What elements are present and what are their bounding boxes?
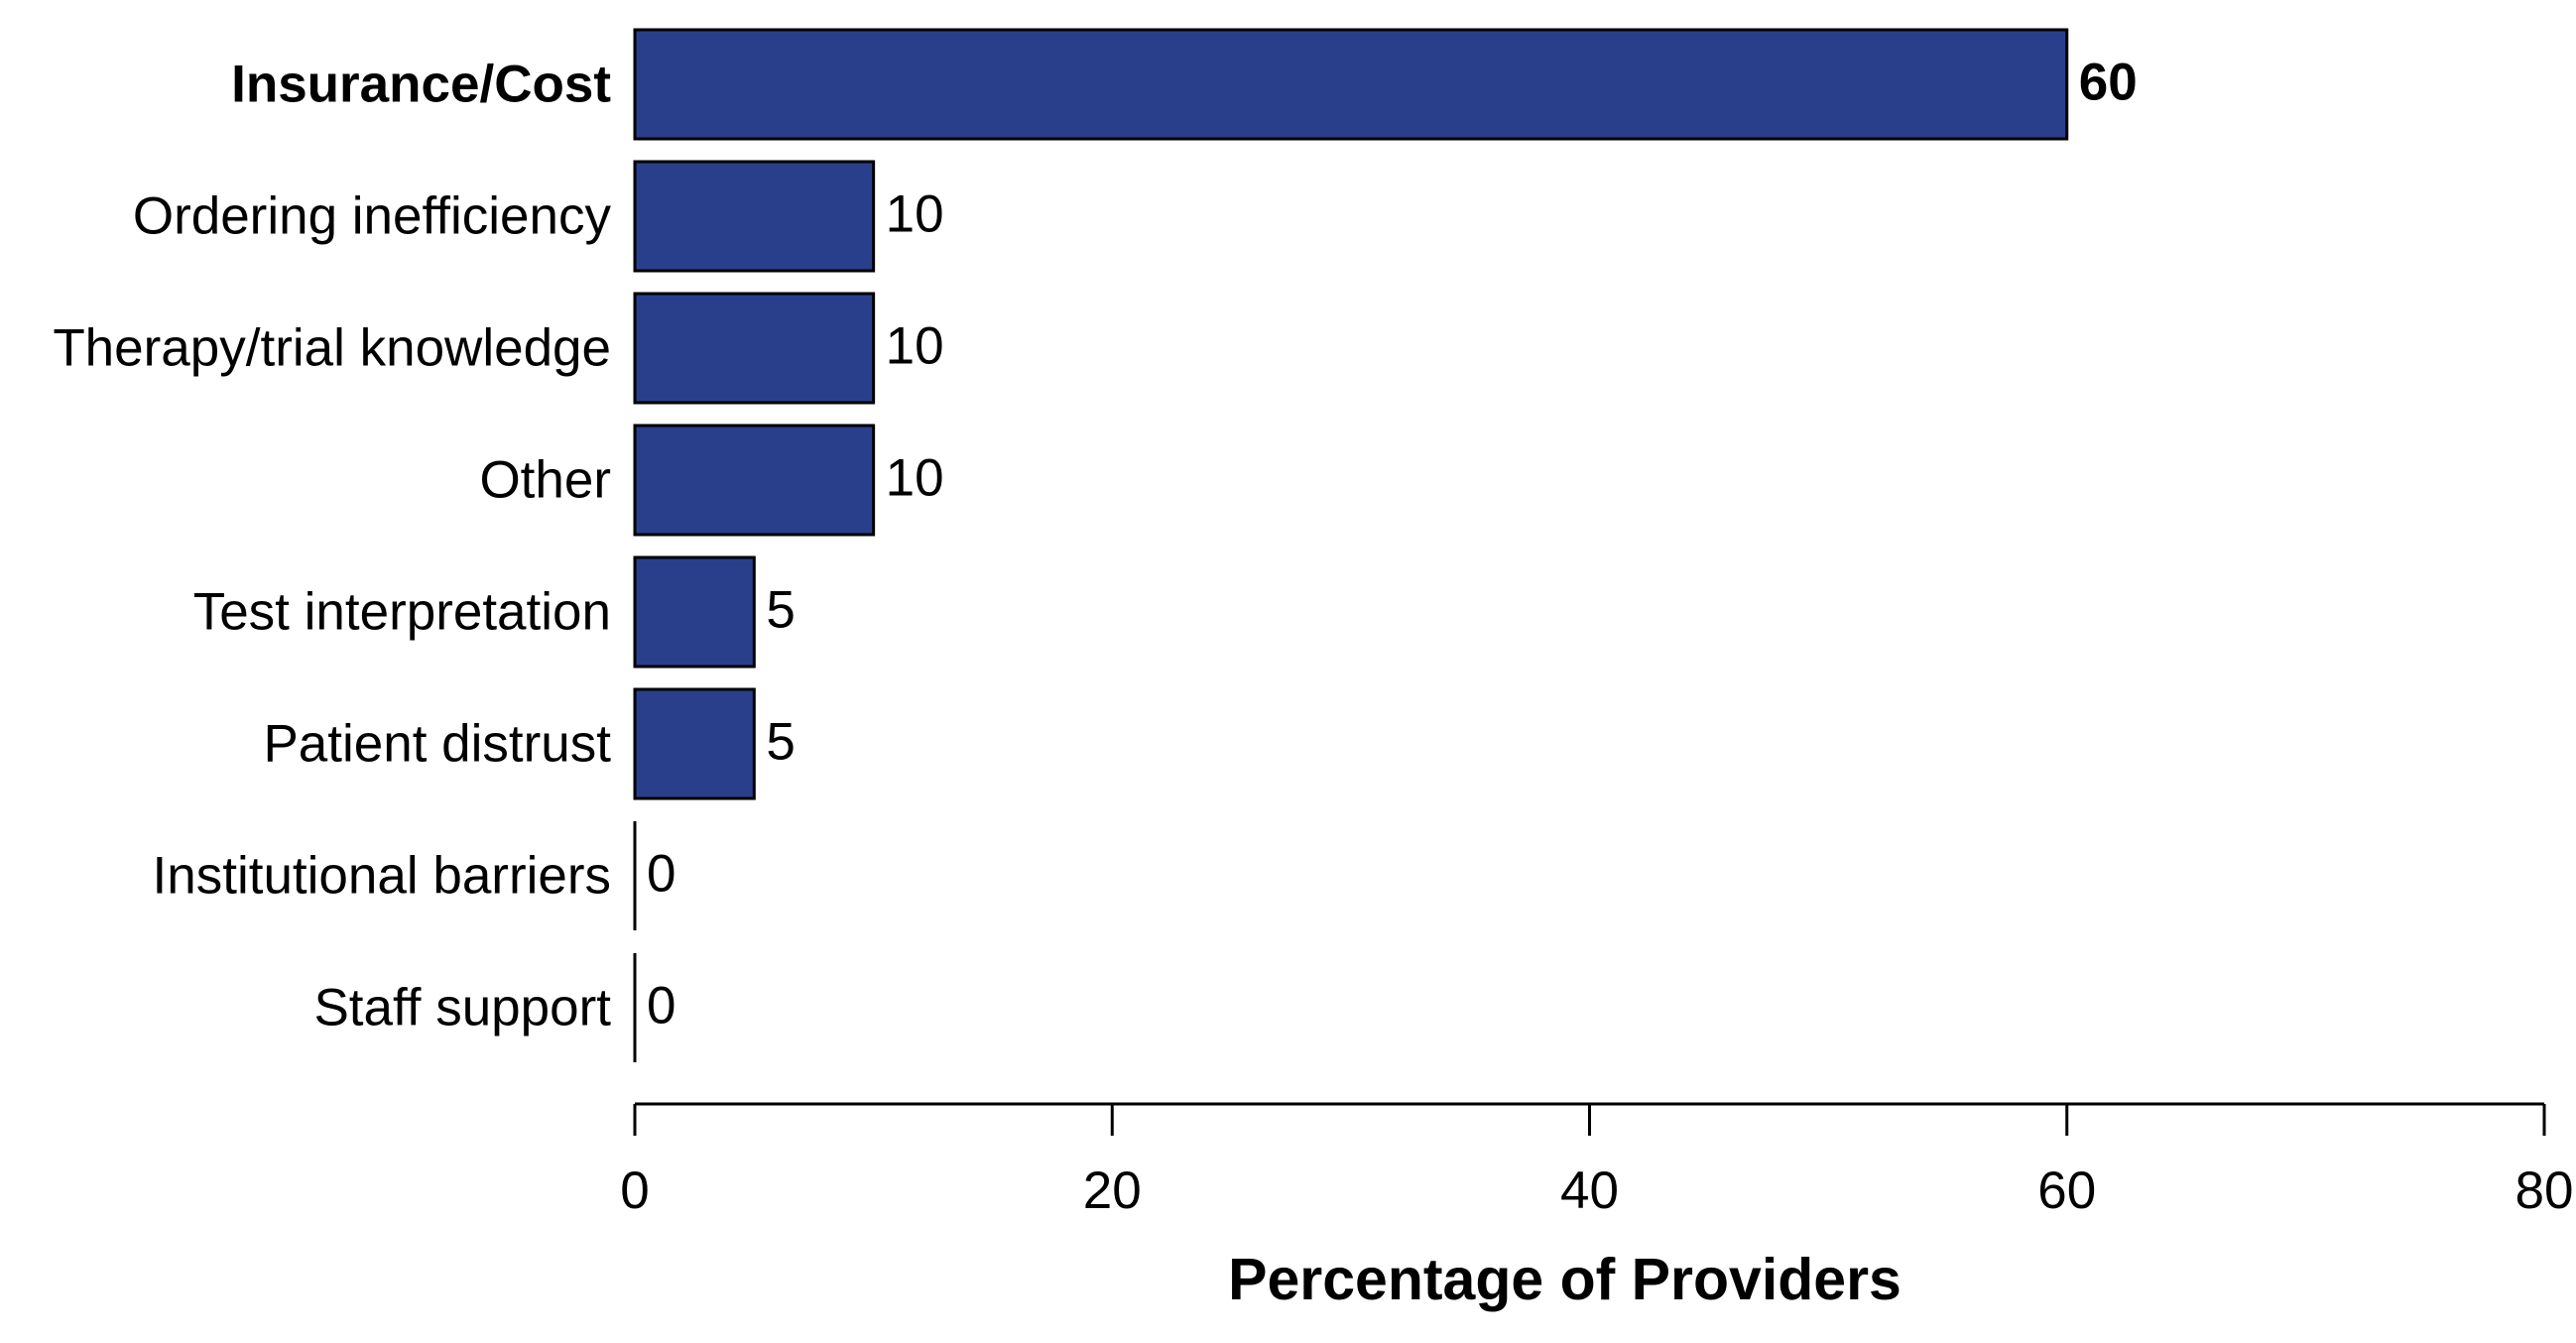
category-label-test-interpretation: Test interpretation <box>193 583 611 642</box>
bar-patient-distrust <box>633 687 756 800</box>
bar-other <box>633 424 876 537</box>
x-tick-label-60: 60 <box>2037 1161 2096 1220</box>
category-label-insurance-cost: Insurance/Cost <box>231 56 611 114</box>
bar-insurance-cost <box>633 28 2069 141</box>
category-label-therapy-trial-knowledge: Therapy/trial knowledge <box>53 319 611 378</box>
x-tick-label-40: 40 <box>1560 1161 1619 1220</box>
value-label-test-interpretation: 5 <box>766 581 795 640</box>
x-tick-label-20: 20 <box>1083 1161 1142 1220</box>
category-label-other: Other <box>479 451 611 510</box>
bar-ordering-inefficiency <box>633 160 876 273</box>
value-label-therapy-trial-knowledge: 10 <box>886 317 944 376</box>
x-axis-ticks: 0 20 40 60 80 <box>620 1104 2573 1220</box>
bar-test-interpretation <box>633 555 756 669</box>
category-label-ordering-inefficiency: Ordering inefficiency <box>133 187 612 246</box>
x-tick-label-80: 80 <box>2515 1161 2574 1220</box>
x-tick-label-0: 0 <box>620 1161 649 1220</box>
value-label-insurance-cost: 60 <box>2079 54 2138 112</box>
x-axis-title: Percentage of Providers <box>1228 1247 1901 1312</box>
value-label-patient-distrust: 5 <box>766 713 795 772</box>
bar-therapy-trial-knowledge <box>633 292 876 405</box>
value-label-institutional-barriers: 0 <box>647 845 675 904</box>
category-label-staff-support: Staff support <box>313 979 611 1038</box>
bars-layer <box>633 28 2069 1062</box>
value-label-other: 10 <box>886 449 944 508</box>
value-labels: 60 10 10 10 5 5 0 0 <box>647 54 2138 1036</box>
value-label-staff-support: 0 <box>647 977 675 1036</box>
category-labels: Insurance/Cost Ordering inefficiency Thera… <box>53 56 611 1038</box>
category-label-patient-distrust: Patient distrust <box>263 715 611 774</box>
value-label-ordering-inefficiency: 10 <box>886 185 944 244</box>
category-label-institutional-barriers: Institutional barriers <box>153 847 611 906</box>
